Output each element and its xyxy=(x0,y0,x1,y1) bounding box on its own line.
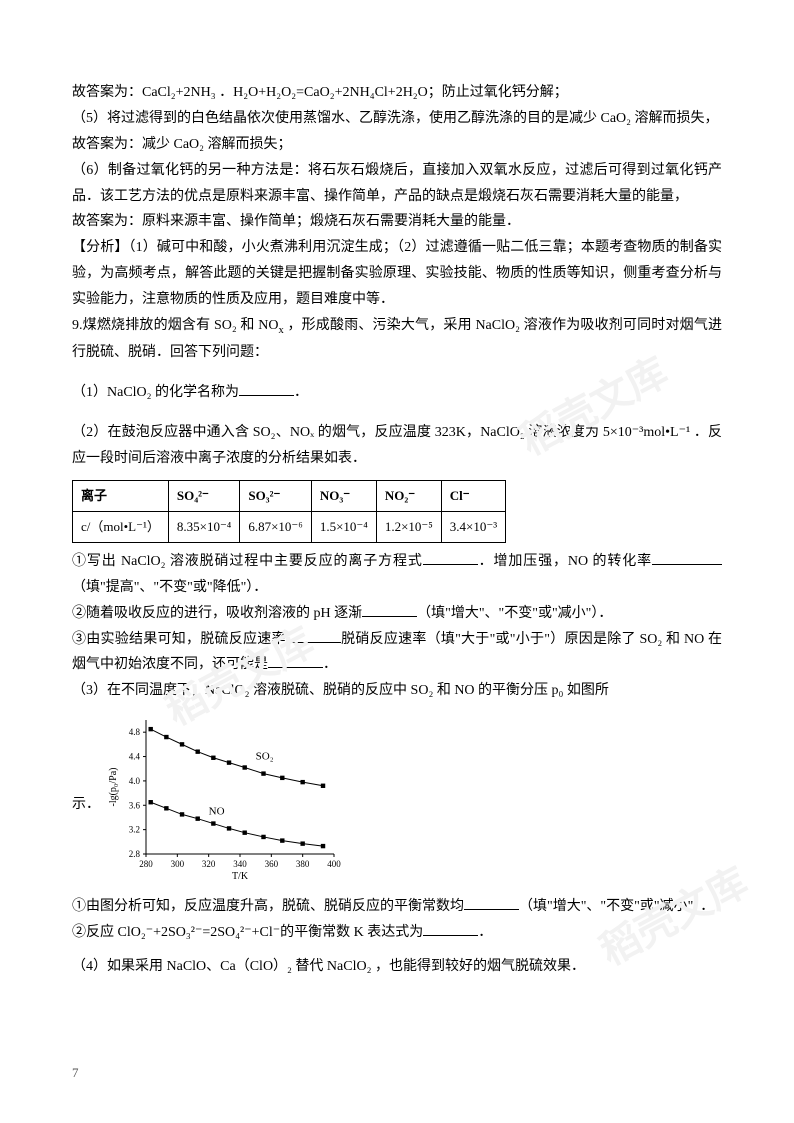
paragraph: 故答案为：CaCl₂+2NH₃ ．H₂O+H₂O₂=CaO₂+2NH₄Cl+2H… xyxy=(72,80,722,106)
svg-text:NO: NO xyxy=(209,806,225,818)
text: ①写出 NaClO₂ 溶液脱硝过程中主要反应的离子方程式 xyxy=(72,554,423,569)
svg-text:340: 340 xyxy=(233,859,247,869)
svg-text:4.4: 4.4 xyxy=(129,752,141,762)
fill-blank[interactable] xyxy=(268,653,323,668)
svg-text:3.6: 3.6 xyxy=(129,801,141,811)
svg-text:2.8: 2.8 xyxy=(129,849,141,859)
question-9-2-3: ③由实验结果可知，脱硫反应速率脱硝反应速率（填"大于"或"小于"）原因是除了 S… xyxy=(72,627,722,679)
table-cell: 6.87×10⁻⁶ xyxy=(240,511,311,542)
svg-text:SO₂: SO₂ xyxy=(256,751,274,763)
question-9-2-1: ①写出 NaClO₂ 溶液脱硝过程中主要反应的离子方程式 ．增加压强，NO 的转化… xyxy=(72,549,722,601)
paragraph: 故答案为：减少 CaO₂ 溶解而损失； xyxy=(72,132,722,158)
table-header: NO₃⁻ xyxy=(311,480,376,511)
text: （填"增大"、"不变"或"减小"）． xyxy=(417,606,612,621)
text: 示． xyxy=(72,712,100,818)
table-header: NO₂⁻ xyxy=(376,480,441,511)
table-header: SO₃²⁻ xyxy=(240,480,311,511)
question-9: 9.煤燃烧排放的烟含有 SO₂ 和 NOx ，形成酸雨、污染大气，采用 NaCl… xyxy=(72,313,722,366)
table-cell: 1.2×10⁻⁵ xyxy=(376,511,441,542)
text: ． xyxy=(294,385,308,400)
svg-text:300: 300 xyxy=(171,859,185,869)
text: ②反应 ClO₂⁻+2SO₃²⁻=2SO₄²⁻+Cl⁻的平衡常数 K 表达式为 xyxy=(72,925,423,940)
svg-text:280: 280 xyxy=(139,859,153,869)
equilibrium-chart: 2.8 3.2 3.6 4.0 4.4 4.8 280 300 320 340 360 380 400 T… xyxy=(104,712,344,882)
fill-blank[interactable] xyxy=(423,550,478,565)
paragraph: （5）将过滤得到的白色结晶依次使用蒸馏水、乙醇洗涤，使用乙醇洗涤的目的是减少 C… xyxy=(72,106,722,132)
fill-blank[interactable] xyxy=(362,602,417,617)
table-cell: 1.5×10⁻⁴ xyxy=(311,511,376,542)
svg-text:3.2: 3.2 xyxy=(129,825,140,835)
svg-text:4.8: 4.8 xyxy=(129,727,141,737)
question-9-2: （2）在鼓泡反应器中通入含 SO₂、NOₓ 的烟气，反应温度 323K，NaCl… xyxy=(72,420,722,472)
text: ③由实验结果可知，脱硫反应速率 xyxy=(72,632,286,647)
question-9-3-1: ①由图分析可知，反应温度升高，脱硫、脱硝反应的平衡常数均 （填"增大"、"不变"或… xyxy=(72,894,722,920)
page: 稻壳文库 稻壳文库 稻壳文库 故答案为：CaCl₂+2NH₃ ．H₂O+H₂O₂… xyxy=(0,0,794,1123)
question-9-3: （3）在不同温度下，NaClO₂ 溶液脱硫、脱硝的反应中 SO₂ 和 NO 的平… xyxy=(72,678,722,704)
table-header-row: 离子 SO₄²⁻ SO₃²⁻ NO₃⁻ NO₂⁻ Cl⁻ xyxy=(73,480,506,511)
table-cell: 8.35×10⁻⁴ xyxy=(168,511,239,542)
question-9-3-2: ②反应 ClO₂⁻+2SO₃²⁻=2SO₄²⁻+Cl⁻的平衡常数 K 表达式为 ． xyxy=(72,920,722,946)
analysis-paragraph: 【分析】（1）碱可中和酸，小火煮沸利用沉淀生成；（2）过滤遵循一贴二低三靠；本题… xyxy=(72,235,722,313)
table-header: 离子 xyxy=(73,480,169,511)
text: （填"提高"、"不变"或"降低"）． xyxy=(72,580,267,595)
svg-text:360: 360 xyxy=(265,859,279,869)
text: ．增加压强，NO 的转化率 xyxy=(478,554,652,569)
fill-blank[interactable] xyxy=(464,895,519,910)
text: 9.煤燃烧排放的烟含有 SO₂ 和 NO xyxy=(72,318,279,333)
chart-wrap: 示． 2.8 3.2 3.6 4.0 4.4 4.8 280 300 320 340 360 380 4… xyxy=(72,712,722,882)
svg-text:320: 320 xyxy=(202,859,216,869)
question-9-2-2: ②随着吸收反应的进行，吸收剂溶液的 pH 逐渐 （填"增大"、"不变"或"减小"）… xyxy=(72,601,722,627)
svg-text:T/K: T/K xyxy=(232,871,249,882)
page-number: 7 xyxy=(72,1061,79,1085)
fill-blank[interactable] xyxy=(239,381,294,396)
svg-text:380: 380 xyxy=(296,859,310,869)
table-header: SO₄²⁻ xyxy=(168,480,239,511)
text: ①由图分析可知，反应温度升高，脱硫、脱硝反应的平衡常数均 xyxy=(72,899,464,914)
fill-blank[interactable] xyxy=(286,628,341,643)
table-cell: c/（mol•L⁻¹） xyxy=(73,511,169,542)
text: ②随着吸收反应的进行，吸收剂溶液的 pH 逐渐 xyxy=(72,606,362,621)
table-cell: 3.4×10⁻³ xyxy=(441,511,505,542)
svg-text:-lg(p₀/Pa): -lg(p₀/Pa) xyxy=(108,768,119,807)
question-9-4: （4）如果采用 NaClO、Ca（ClO）₂ 替代 NaClO₂ ，也能得到较好… xyxy=(72,954,722,980)
svg-text:4.0: 4.0 xyxy=(129,776,141,786)
fill-blank[interactable] xyxy=(652,550,722,565)
paragraph: （6）制备过氧化钙的另一种方法是：将石灰石煅烧后，直接加入双氧水反应，过滤后可得… xyxy=(72,158,722,210)
question-9-1: （1）NaClO₂ 的化学名称为 ． xyxy=(72,380,722,406)
paragraph: 故答案为：原料来源丰富、操作简单；煅烧石灰石需要消耗大量的能量． xyxy=(72,209,722,235)
table-row: c/（mol•L⁻¹） 8.35×10⁻⁴ 6.87×10⁻⁶ 1.5×10⁻⁴… xyxy=(73,511,506,542)
fill-blank[interactable] xyxy=(423,921,478,936)
ion-concentration-table: 离子 SO₄²⁻ SO₃²⁻ NO₃⁻ NO₂⁻ Cl⁻ c/（mol•L⁻¹）… xyxy=(72,480,506,543)
text: ． xyxy=(478,925,492,940)
text: （填"增大"、"不变"或"减小"）． xyxy=(519,899,714,914)
svg-text:400: 400 xyxy=(327,859,341,869)
text: （1）NaClO₂ 的化学名称为 xyxy=(72,385,239,400)
table-header: Cl⁻ xyxy=(441,480,505,511)
text: ． xyxy=(323,657,337,672)
